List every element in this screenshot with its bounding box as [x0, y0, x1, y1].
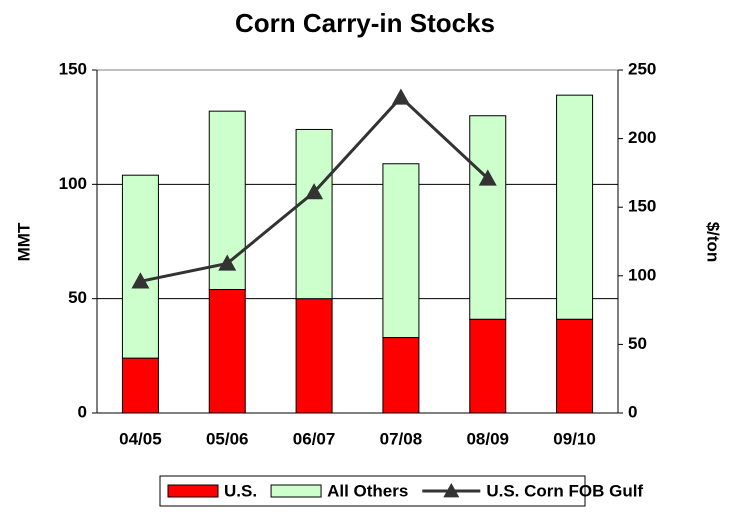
y2-tick-label: 150 [628, 197, 656, 216]
y-axis-label: MMT [14, 222, 33, 261]
line-marker [131, 272, 150, 289]
bar [556, 94, 594, 320]
y2-tick-label: 200 [628, 128, 656, 147]
line-marker [218, 254, 237, 271]
bar [121, 174, 159, 359]
line-marker [305, 183, 324, 200]
bar [295, 128, 333, 300]
legend-box [159, 475, 586, 507]
y2-tick-label: 100 [628, 265, 656, 284]
line-marker [391, 88, 410, 105]
bar [469, 115, 507, 320]
bar [556, 318, 594, 414]
y2-tick-label: 250 [628, 59, 656, 78]
y-tick-label: 0 [78, 402, 87, 421]
y-tick-label: 150 [59, 59, 87, 78]
bar [295, 298, 333, 414]
bar [382, 163, 420, 339]
x-tick-label: 05/06 [206, 429, 249, 448]
bar [208, 289, 246, 414]
y2-tick-label: 0 [628, 402, 637, 421]
y2-axis-label: $/ton [704, 222, 723, 263]
chart-title: Corn Carry-in Stocks [235, 8, 495, 38]
y2-tick-label: 50 [628, 334, 647, 353]
x-tick-label: 07/08 [380, 429, 423, 448]
bar [121, 357, 159, 414]
bar [469, 318, 507, 414]
legend-label: U.S. [224, 481, 257, 500]
bar [382, 337, 420, 414]
plot-frame [96, 69, 619, 414]
x-tick-label: 09/10 [553, 429, 596, 448]
legend-label: All Others [327, 481, 408, 500]
legend-swatch [167, 484, 219, 498]
x-tick-label: 04/05 [119, 429, 162, 448]
legend-label: U.S. Corn FOB Gulf [486, 481, 643, 500]
legend-swatch [443, 483, 460, 498]
line-marker [478, 169, 497, 186]
x-tick-label: 06/07 [293, 429, 336, 448]
x-tick-label: 08/09 [466, 429, 509, 448]
legend-swatch [270, 484, 322, 498]
y-tick-label: 100 [59, 174, 87, 193]
y-tick-label: 50 [68, 288, 87, 307]
